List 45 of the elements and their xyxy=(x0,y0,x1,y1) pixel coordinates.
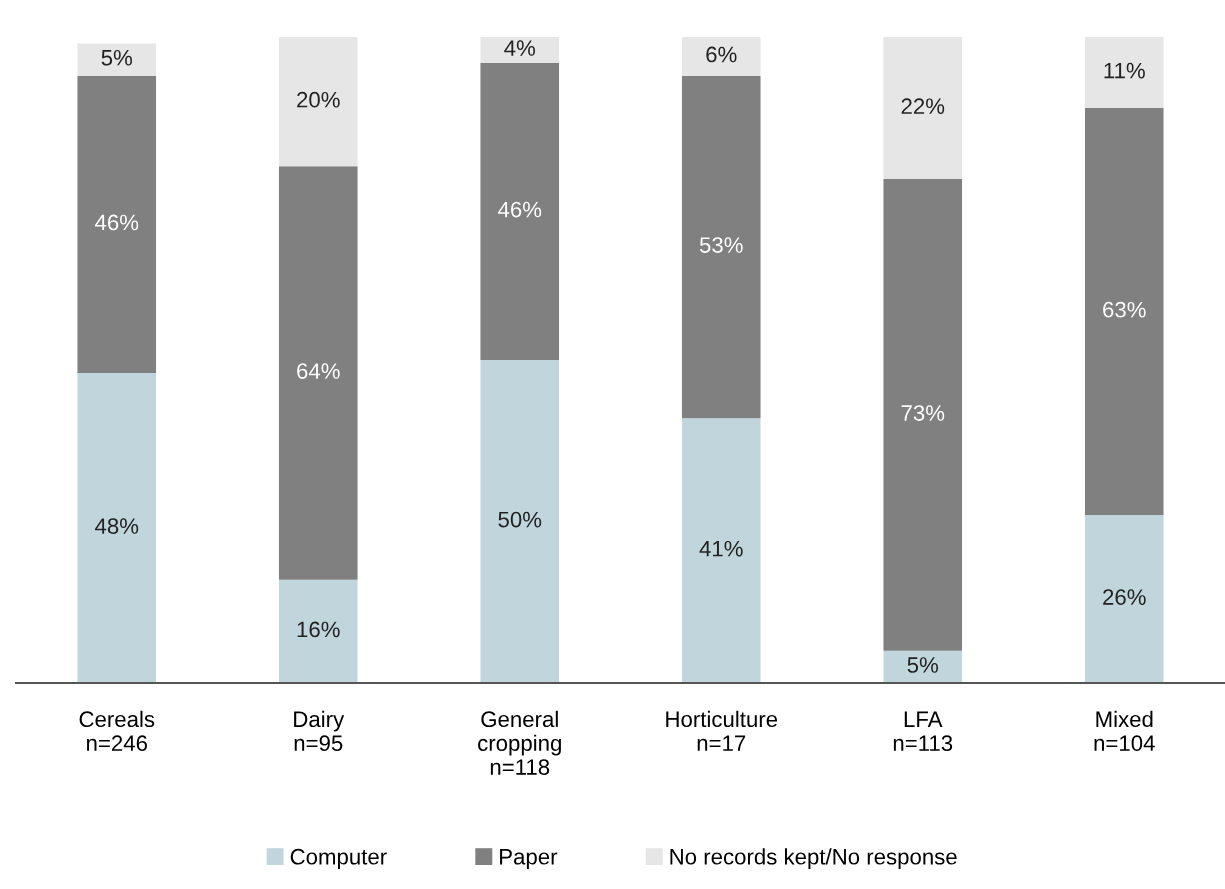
data-label: 73% xyxy=(901,405,945,421)
x-tick-label: Dairy n=95 xyxy=(294,710,345,752)
data-label: 48% xyxy=(95,518,139,534)
data-label: 41% xyxy=(699,540,743,557)
data-label: 11% xyxy=(1104,62,1145,79)
bar xyxy=(480,37,560,63)
bar xyxy=(480,360,560,683)
legend-label: No records kept/No response xyxy=(670,848,957,869)
data-label: 20% xyxy=(297,91,340,108)
data-label: 53% xyxy=(699,237,743,253)
bar xyxy=(77,372,157,683)
data-label: 46% xyxy=(498,201,542,218)
legend-label: Computer xyxy=(290,848,387,869)
bar xyxy=(681,418,761,683)
bar xyxy=(1084,108,1164,516)
bar xyxy=(681,75,761,419)
x-tick-label: Horticulture n=17 xyxy=(666,710,778,751)
data-label: 63% xyxy=(1103,301,1146,318)
bar xyxy=(681,37,761,76)
data-label: 4% xyxy=(504,40,536,56)
data-label: 5% xyxy=(101,49,133,66)
legend-label: Paper xyxy=(500,849,558,869)
bar xyxy=(883,37,963,180)
bar xyxy=(77,75,157,373)
data-label: 6% xyxy=(706,46,737,63)
bar xyxy=(1084,37,1164,109)
bar xyxy=(1084,515,1164,683)
data-label: 22% xyxy=(901,98,945,114)
data-label: 16% xyxy=(297,621,340,638)
data-label: 26% xyxy=(1103,589,1146,605)
bar xyxy=(278,37,358,167)
x-tick-label: LFA n=113 xyxy=(893,711,953,752)
bar xyxy=(883,650,963,683)
data-label: 50% xyxy=(498,511,542,528)
bar xyxy=(278,166,358,580)
x-tick-label: General cropping n=118 xyxy=(478,710,561,775)
data-label: 46% xyxy=(95,214,139,231)
bar xyxy=(278,579,358,683)
bar xyxy=(480,62,560,360)
data-label: 5% xyxy=(907,657,939,673)
bar xyxy=(77,43,157,76)
data-label: 64% xyxy=(297,363,340,379)
bar xyxy=(883,179,963,651)
x-tick-label: Mixed n=104 xyxy=(1094,710,1155,752)
x-tick-label: Cereals n=246 xyxy=(79,710,155,752)
